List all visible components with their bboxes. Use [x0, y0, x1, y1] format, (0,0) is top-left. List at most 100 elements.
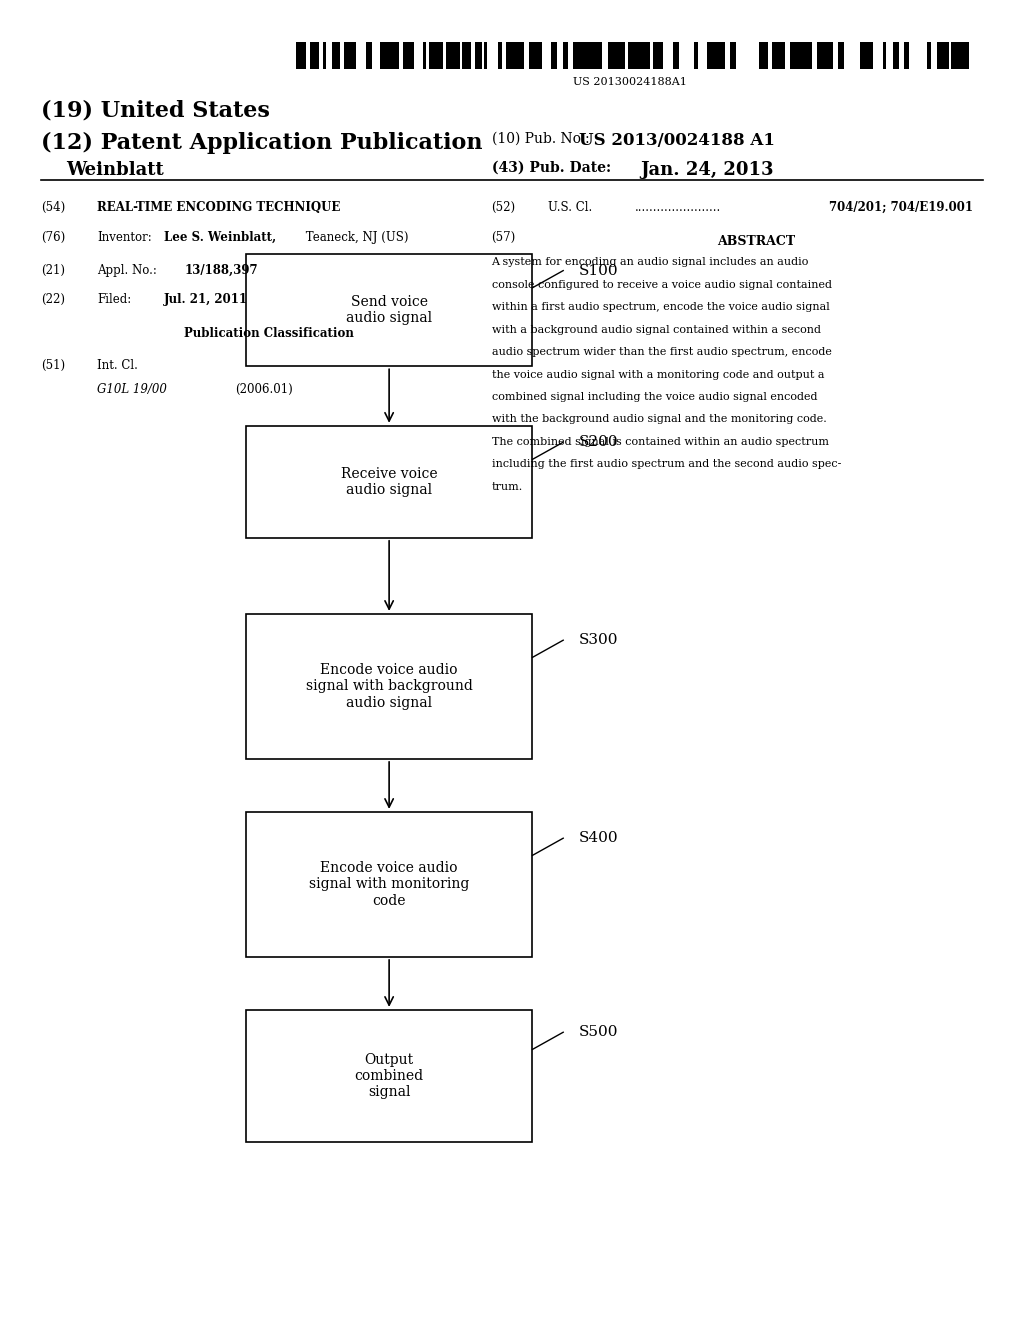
Bar [536, 42, 542, 69]
Bar [344, 42, 347, 69]
Bar [711, 42, 713, 69]
Bar [645, 42, 647, 69]
Bar [513, 42, 516, 69]
Text: 704/201; 704/E19.001: 704/201; 704/E19.001 [829, 201, 974, 214]
Text: (21): (21) [41, 264, 65, 277]
Text: (52): (52) [492, 201, 516, 214]
Text: Receive voice
audio signal: Receive voice audio signal [341, 467, 437, 496]
Bar [779, 42, 785, 69]
Bar [694, 42, 698, 69]
Text: Encode voice audio
signal with background
audio signal: Encode voice audio signal with backgroun… [306, 663, 472, 710]
Text: G10L 19/00: G10L 19/00 [97, 383, 167, 396]
Bar [817, 42, 819, 69]
Bar [598, 42, 602, 69]
Bar [772, 42, 774, 69]
Bar [246, 253, 532, 366]
Bar [434, 42, 440, 69]
Bar [506, 42, 509, 69]
Bar [246, 425, 532, 539]
Bar [423, 42, 426, 69]
Bar [498, 42, 502, 69]
Bar [315, 42, 319, 69]
Text: within a first audio spectrum, encode the voice audio signal: within a first audio spectrum, encode th… [492, 302, 829, 313]
Text: combined signal including the voice audio signal encoded: combined signal including the voice audi… [492, 392, 817, 403]
Bar [479, 42, 482, 69]
Text: S100: S100 [579, 264, 618, 277]
Bar [509, 42, 513, 69]
Bar [871, 42, 873, 69]
Bar [403, 42, 409, 69]
Bar [484, 42, 487, 69]
Bar [332, 42, 335, 69]
Text: US 20130024188A1: US 20130024188A1 [572, 77, 687, 87]
Bar [774, 42, 779, 69]
Text: S200: S200 [579, 436, 618, 449]
Bar [302, 42, 306, 69]
Text: (19) United States: (19) United States [41, 99, 270, 121]
Bar [707, 42, 711, 69]
Bar [865, 42, 871, 69]
Bar [594, 42, 598, 69]
Text: audio spectrum wider than the first audio spectrum, encode: audio spectrum wider than the first audi… [492, 347, 831, 358]
Bar [673, 42, 675, 69]
Text: The combined signal is contained within an audio spectrum: The combined signal is contained within … [492, 437, 828, 447]
Text: including the first audio spectrum and the second audio spec-: including the first audio spectrum and t… [492, 459, 841, 470]
Bar [636, 42, 639, 69]
Bar [389, 42, 394, 69]
Bar [608, 42, 611, 69]
Bar [611, 42, 615, 69]
Bar [721, 42, 723, 69]
Text: Inventor:: Inventor: [97, 231, 152, 244]
Text: Jul. 21, 2011: Jul. 21, 2011 [164, 293, 248, 306]
Text: S400: S400 [579, 832, 618, 845]
Bar [796, 42, 802, 69]
Bar [409, 42, 414, 69]
Bar [589, 42, 594, 69]
Text: Output
combined
signal: Output combined signal [354, 1052, 424, 1100]
Text: Publication Classification: Publication Classification [184, 327, 354, 341]
Bar [860, 42, 865, 69]
Bar [790, 42, 792, 69]
Text: Encode voice audio
signal with monitoring
code: Encode voice audio signal with monitorin… [309, 861, 469, 908]
Bar [573, 42, 578, 69]
Bar [383, 42, 389, 69]
Bar [246, 1010, 532, 1142]
Bar [945, 42, 949, 69]
Text: REAL-TIME ENCODING TECHNIQUE: REAL-TIME ENCODING TECHNIQUE [97, 201, 341, 214]
Bar [296, 42, 302, 69]
Bar [246, 614, 532, 759]
Bar [323, 42, 326, 69]
Text: (51): (51) [41, 359, 66, 372]
Bar [583, 42, 585, 69]
Bar [904, 42, 909, 69]
Bar [765, 42, 768, 69]
Bar [802, 42, 806, 69]
Bar [452, 42, 454, 69]
Bar [246, 812, 532, 957]
Bar [516, 42, 522, 69]
Bar [620, 42, 625, 69]
Bar [475, 42, 479, 69]
Text: Appl. No.:: Appl. No.: [97, 264, 157, 277]
Bar [529, 42, 536, 69]
Bar [956, 42, 963, 69]
Bar [716, 42, 721, 69]
Bar [352, 42, 356, 69]
Bar [310, 42, 315, 69]
Text: ABSTRACT: ABSTRACT [717, 235, 795, 248]
Text: Teaneck, NJ (US): Teaneck, NJ (US) [302, 231, 409, 244]
Bar [440, 42, 443, 69]
Text: Weinblatt: Weinblatt [67, 161, 164, 180]
Text: Send voice
audio signal: Send voice audio signal [346, 296, 432, 325]
Text: S300: S300 [579, 634, 618, 647]
Text: Int. Cl.: Int. Cl. [97, 359, 138, 372]
Bar [617, 42, 620, 69]
Bar [723, 42, 725, 69]
Bar [454, 42, 460, 69]
Bar [467, 42, 471, 69]
Text: (54): (54) [41, 201, 66, 214]
Bar [825, 42, 830, 69]
Text: .......................: ....................... [635, 201, 721, 214]
Bar [347, 42, 352, 69]
Bar [730, 42, 734, 69]
